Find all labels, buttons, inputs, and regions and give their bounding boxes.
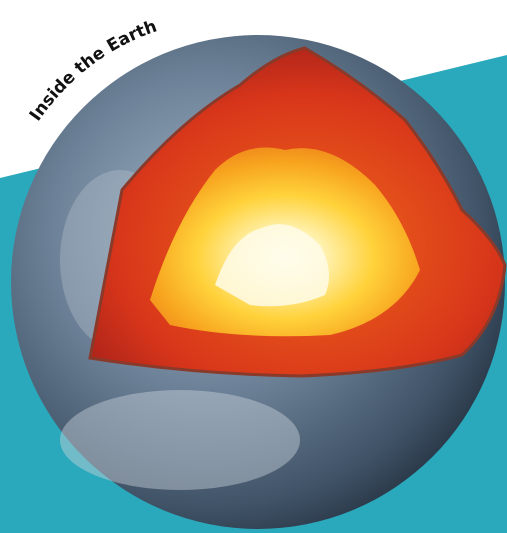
inner-core [215,224,329,307]
clouds [60,390,300,490]
